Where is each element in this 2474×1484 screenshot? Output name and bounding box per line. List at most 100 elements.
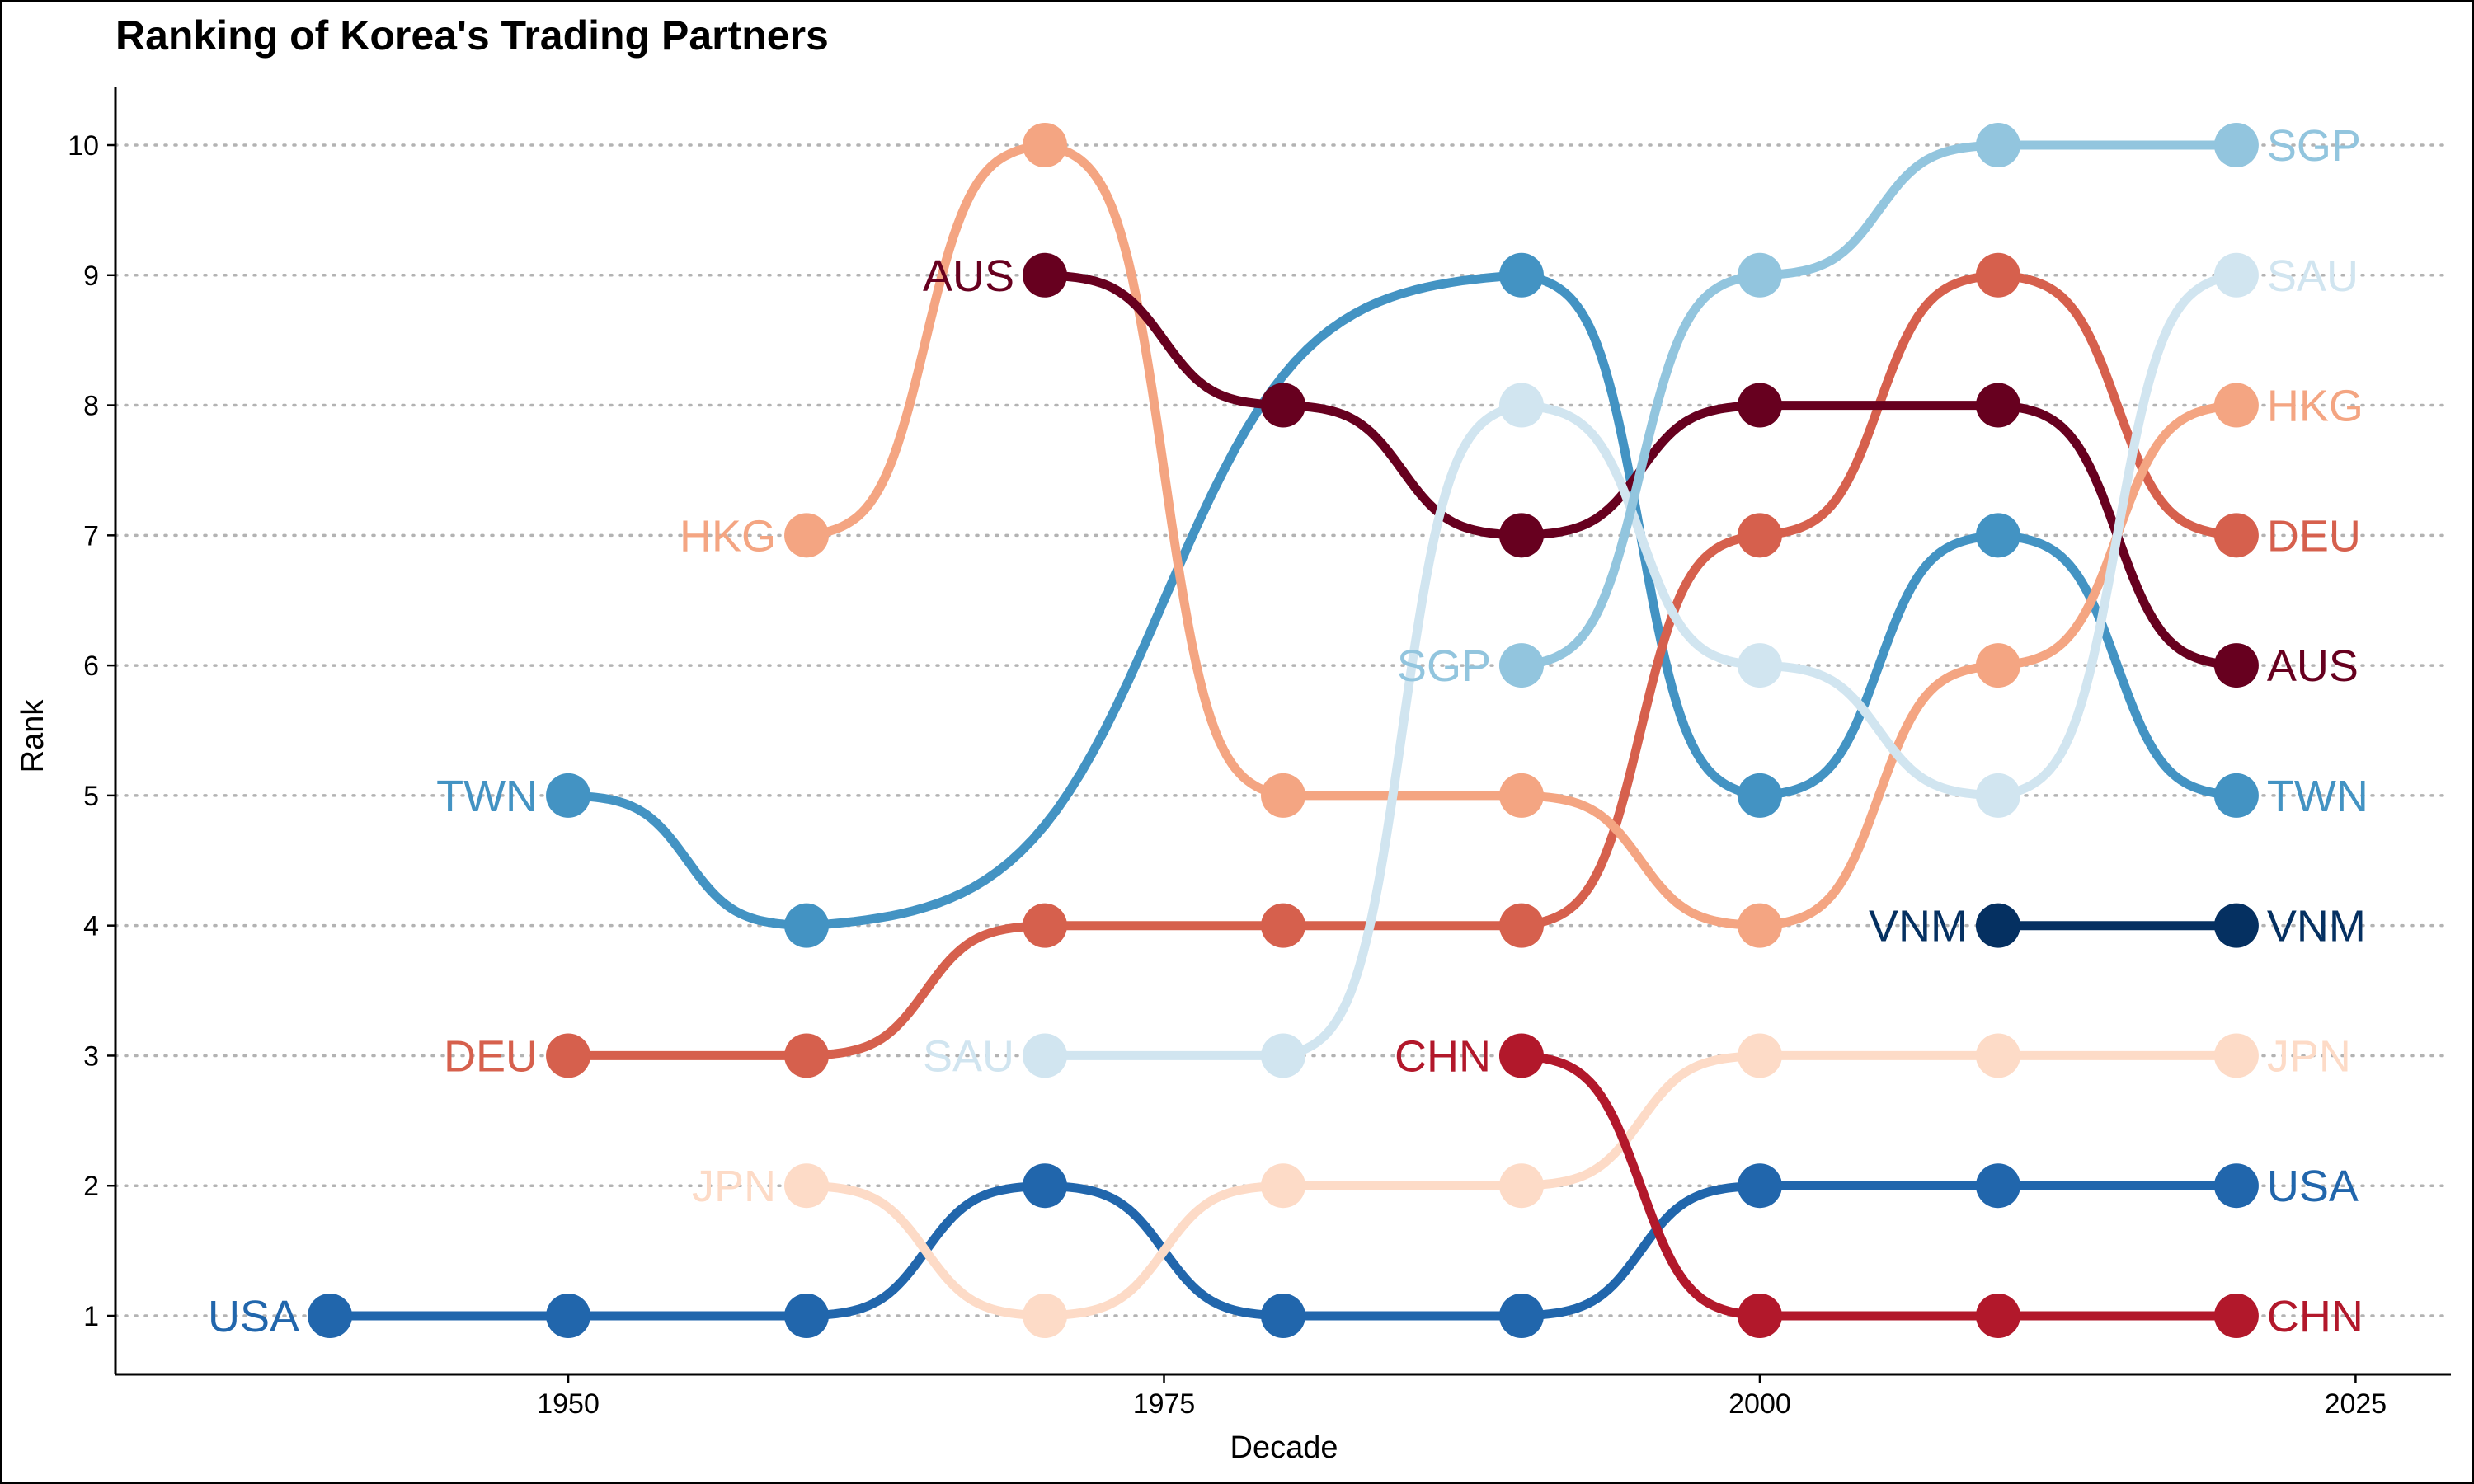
point-jpn-2010 [1975,1033,2020,1078]
y-tick-label-2: 2 [83,1171,99,1202]
y-tick-label-7: 7 [83,520,99,552]
y-tick-label-6: 6 [83,650,99,682]
point-vnm-2020 [2213,903,2259,948]
y-tick-label-3: 3 [83,1040,99,1072]
y-tick-label-8: 8 [83,391,99,422]
point-twn-2020 [2213,773,2259,818]
point-hkg-2000 [1737,903,1782,948]
grid-lines [114,143,2453,1317]
point-hkg-2020 [2213,383,2259,428]
point-hkg-1970 [1023,123,1068,167]
y-tick-label-4: 4 [83,911,99,942]
point-sau-2010 [1975,773,2020,818]
point-jpn-2000 [1737,1033,1782,1078]
point-usa-1950 [546,1294,591,1338]
series-start-label-twn: TWN [436,772,538,821]
point-deu-1960 [784,1033,830,1078]
y-tick-label-10: 10 [68,130,99,162]
point-chn-1990 [1498,1033,1544,1078]
point-usa-1990 [1498,1294,1544,1338]
series-line-deu [563,270,2241,1060]
point-aus-2010 [1975,383,2020,428]
series-start-label-sgp: SGP [1397,641,1491,691]
point-hkg-2010 [1975,643,2020,688]
x-tick-label-1950: 1950 [537,1388,600,1420]
point-usa-1970 [1023,1163,1068,1209]
point-chn-2020 [2213,1294,2259,1338]
series-end-label-vnm: VNM [2267,902,2366,951]
point-usa-2020 [2213,1163,2259,1209]
point-usa-1980 [1261,1294,1305,1338]
point-usa-2010 [1975,1163,2020,1209]
point-jpn-1990 [1498,1163,1544,1209]
series-end-label-aus: AUS [2267,641,2359,691]
point-deu-1950 [546,1033,591,1078]
series-end-label-twn: TWN [2267,772,2368,821]
point-sgp-2010 [1975,123,2020,167]
series-start-label-usa: USA [208,1292,299,1341]
series-line-sau [1040,270,2241,1060]
series-points [308,123,2259,1338]
point-jpn-1970 [1023,1294,1068,1338]
series-end-label-sau: SAU [2267,251,2359,301]
series-start-label-hkg: HKG [680,511,776,561]
point-twn-1990 [1498,252,1544,298]
point-aus-1980 [1261,383,1305,428]
series-end-label-hkg: HKG [2267,382,2363,431]
x-tick-label-1975: 1975 [1133,1388,1196,1420]
series-line-twn [563,270,2241,931]
point-twn-2010 [1975,513,2020,558]
point-deu-2010 [1975,252,2020,298]
point-sau-2020 [2213,252,2259,298]
point-deu-2000 [1737,513,1782,558]
series-end-label-usa: USA [2267,1162,2359,1211]
point-sau-1970 [1023,1033,1068,1078]
x-tick-label-2000: 2000 [1729,1388,1791,1420]
point-sgp-2000 [1737,252,1782,298]
series-end-label-deu: DEU [2267,511,2361,561]
point-usa-2000 [1737,1163,1782,1209]
series-start-label-sau: SAU [923,1031,1014,1081]
point-chn-2010 [1975,1294,2020,1338]
x-axis-title: Decade [1230,1430,1338,1465]
point-usa-1960 [784,1294,830,1338]
point-twn-1960 [784,903,830,948]
series-start-label-chn: CHN [1395,1031,1491,1081]
point-sgp-1990 [1498,643,1544,688]
point-jpn-1960 [784,1163,830,1209]
point-hkg-1960 [784,513,830,558]
point-deu-1990 [1498,903,1544,948]
point-jpn-2020 [2213,1033,2259,1078]
axes: 1 2 3 4 5 6 7 8 9 10 1950 1975 2000 2025 [68,87,2451,1420]
series-start-label-jpn: JPN [692,1162,776,1211]
y-tick-label-1: 1 [83,1301,99,1332]
point-deu-2020 [2213,513,2259,558]
point-jpn-1980 [1261,1163,1305,1209]
series-end-label-sgp: SGP [2267,121,2361,171]
point-aus-2000 [1737,383,1782,428]
chart-title: Ranking of Korea's Trading Partners [115,12,829,59]
point-usa-1940 [308,1294,353,1338]
series-line-sgp [1517,140,2241,670]
point-vnm-2010 [1975,903,2020,948]
point-sau-2000 [1737,643,1782,688]
series-lines [325,140,2241,1321]
point-twn-2000 [1737,773,1782,818]
point-hkg-1980 [1261,773,1305,818]
y-tick-label-5: 5 [83,781,99,812]
point-aus-2020 [2213,643,2259,688]
point-deu-1970 [1023,903,1068,948]
point-chn-2000 [1737,1294,1782,1338]
x-tick-label-2025: 2025 [2325,1388,2387,1420]
series-line-chn [1517,1050,2241,1321]
series-labels: USA USA TWN TWN DEU DEU HKG HKG JPN JPN AUS AUS SAU S… [208,121,2368,1341]
series-end-label-jpn: JPN [2267,1031,2351,1081]
series-start-label-deu: DEU [444,1031,538,1081]
point-sau-1980 [1261,1033,1305,1078]
series-start-label-aus: AUS [923,251,1014,301]
point-aus-1970 [1023,252,1068,298]
point-sau-1990 [1498,383,1544,428]
point-hkg-1990 [1498,773,1544,818]
